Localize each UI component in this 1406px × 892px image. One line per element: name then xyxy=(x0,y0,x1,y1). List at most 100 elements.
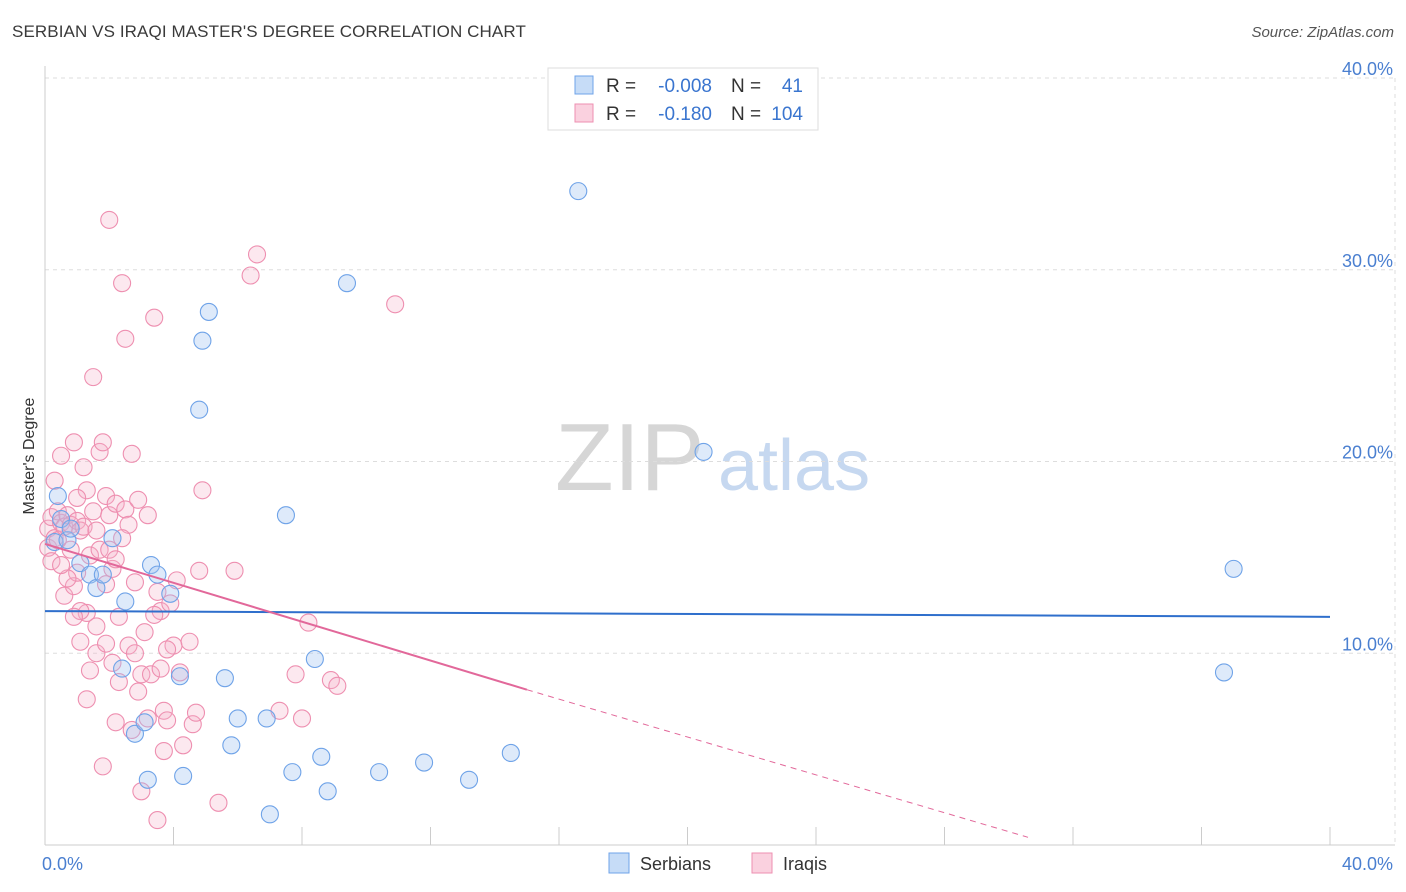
serbian-point-37 xyxy=(501,743,520,763)
iraqi-point-57 xyxy=(135,623,154,642)
y-tick-label-0: 10.0% xyxy=(1342,634,1393,654)
serbian-point-3 xyxy=(58,531,77,550)
legend-r-label-iraqis: R = xyxy=(606,104,636,125)
serbian-point-8 xyxy=(93,565,112,584)
iraqi-point-29 xyxy=(87,521,106,540)
iraqi-point-36 xyxy=(96,575,116,594)
iraqi-point-52 xyxy=(125,573,144,592)
legend-n-value-iraqis: 104 xyxy=(771,104,803,125)
legend-n-value-serbians: 41 xyxy=(782,76,803,97)
iraqi-point-54 xyxy=(129,490,148,509)
iraqi-point-58 xyxy=(138,506,157,525)
iraqi-point-5 xyxy=(45,471,64,490)
serbian-point-9 xyxy=(103,529,122,548)
serbian-point-26 xyxy=(257,709,276,728)
iraqi-point-45 xyxy=(113,274,132,293)
iraqi-point-68 xyxy=(158,711,177,730)
iraqi-point-76 xyxy=(190,561,209,580)
serbian-point-28 xyxy=(276,506,295,525)
serbian-point-21 xyxy=(193,331,212,350)
trend-lines xyxy=(44,542,1331,838)
iraqi-point-75 xyxy=(186,703,206,722)
serbian-point-34 xyxy=(370,763,389,782)
iraqi-point-3 xyxy=(42,552,61,571)
iraqi-point-15 xyxy=(64,433,83,452)
correlation-legend: R = -0.008 N = 41 R = -0.180 N = 104 xyxy=(547,67,819,131)
legend-n-label-iraqis: N = xyxy=(731,104,761,125)
serbian-point-15 xyxy=(141,555,161,575)
serbian-point-23 xyxy=(215,669,234,688)
serbian-point-31 xyxy=(312,747,331,766)
watermark-atlas: atlas xyxy=(718,426,870,506)
serbian-point-36 xyxy=(459,770,479,789)
iraqi-point-87 xyxy=(328,676,347,695)
iraqi-point-92 xyxy=(100,540,119,559)
iraqi-point-67 xyxy=(154,701,173,720)
iraqi-trend-line-extension xyxy=(526,689,1029,838)
iraqi-point-72 xyxy=(174,736,193,755)
serbian-point-18 xyxy=(170,667,189,686)
serbian-point-38 xyxy=(569,182,588,201)
iraqi-point-46 xyxy=(116,329,135,348)
serbian-point-4 xyxy=(61,519,80,538)
iraqi-point-53 xyxy=(125,644,144,663)
iraqi-point-66 xyxy=(154,741,173,761)
serbian-point-25 xyxy=(228,709,247,728)
serbian-point-17 xyxy=(161,584,180,603)
serbian-point-1 xyxy=(48,486,67,506)
iraqi-point-91 xyxy=(64,607,83,626)
serbian-point-24 xyxy=(222,736,241,755)
serbian-point-29 xyxy=(283,763,302,782)
iraqi-point-81 xyxy=(247,245,267,264)
iraqi-point-78 xyxy=(209,793,228,812)
serbian-point-11 xyxy=(116,592,135,611)
iraqi-point-102 xyxy=(145,605,164,624)
iraqi-point-10 xyxy=(55,586,74,605)
serbian-point-35 xyxy=(415,753,434,772)
iraqi-point-90 xyxy=(77,690,96,709)
iraqi-point-103 xyxy=(96,634,116,653)
serbian-point-41 xyxy=(1214,663,1234,682)
iraqi-point-55 xyxy=(132,665,151,684)
serbian-trend-line xyxy=(44,610,1331,618)
iraqi-point-56 xyxy=(132,782,151,801)
serbian-point-20 xyxy=(190,400,209,419)
iraqi-point-84 xyxy=(292,709,312,728)
iraqi-point-100 xyxy=(52,555,71,575)
iraqi-point-99 xyxy=(87,617,106,636)
legend-n-label-serbians: N = xyxy=(731,76,761,97)
serbian-point-30 xyxy=(305,649,324,669)
iraqi-point-33 xyxy=(93,433,112,452)
chart-source: Source: ZipAtlas.com xyxy=(1251,24,1394,41)
iraqi-point-50 xyxy=(122,444,141,463)
legend-r-label-serbians: R = xyxy=(606,76,636,97)
series-legend: Serbians Iraqis xyxy=(608,852,827,874)
iraqi-points xyxy=(39,210,405,830)
iraqi-point-26 xyxy=(80,661,100,680)
iraqi-point-27 xyxy=(84,368,103,387)
bottom-legend-swatch-serbians xyxy=(608,852,630,874)
iraqi-point-41 xyxy=(106,494,125,513)
axes xyxy=(44,66,1395,846)
serbian-points xyxy=(45,182,1243,824)
iraqi-point-63 xyxy=(148,811,167,830)
serbian-point-32 xyxy=(318,782,337,801)
serbian-point-13 xyxy=(135,713,154,732)
x-tick-label-1: 40.0% xyxy=(1342,854,1393,874)
iraqi-point-30 xyxy=(87,644,106,663)
iraqi-point-79 xyxy=(225,561,244,580)
bottom-legend-label-serbians: Serbians xyxy=(640,854,711,874)
chart-title: SERBIAN VS IRAQI MASTER'S DEGREE CORRELA… xyxy=(12,22,526,41)
y-tick-label-3: 40.0% xyxy=(1342,59,1393,79)
serbian-point-40 xyxy=(1224,559,1243,578)
iraqi-point-16 xyxy=(64,577,83,596)
legend-swatch-iraqis xyxy=(574,103,594,123)
serbian-point-33 xyxy=(337,274,357,293)
iraqi-point-61 xyxy=(145,308,164,327)
bottom-legend-label-iraqis: Iraqis xyxy=(783,854,827,874)
iraqi-point-20 xyxy=(71,632,90,651)
serbian-point-2 xyxy=(52,509,71,529)
iraqi-point-35 xyxy=(96,486,116,506)
y-axis-title: Master's Degree xyxy=(21,397,38,514)
